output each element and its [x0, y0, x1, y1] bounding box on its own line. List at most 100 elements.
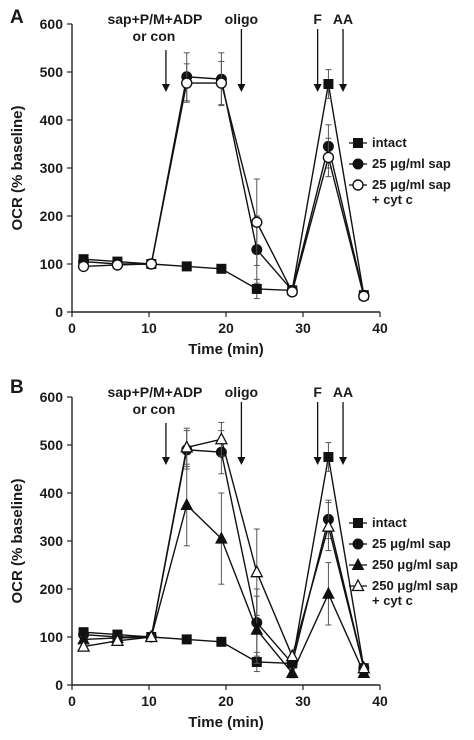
series-2 — [77, 60, 370, 302]
data-point — [181, 77, 193, 89]
data-point — [250, 564, 264, 578]
data-point — [181, 634, 192, 645]
legend-label: 25 μg/ml sap — [372, 177, 451, 192]
data-point — [321, 519, 335, 532]
annotation-arrow-head — [339, 457, 348, 465]
data-point — [323, 452, 334, 462]
annotation-label: or con — [133, 401, 176, 417]
legend-label: + cyt c — [372, 593, 413, 608]
y-tick-label: 200 — [40, 581, 64, 597]
annotation-arrow-head — [161, 84, 170, 92]
annotation-label: AA — [333, 384, 353, 400]
data-point — [215, 531, 228, 544]
x-tick-label: 0 — [68, 320, 76, 336]
data-point — [286, 286, 298, 298]
data-point — [180, 497, 194, 510]
data-point — [357, 660, 371, 674]
legend-label: intact — [372, 515, 407, 530]
annotation-label: sap+P/M+ADP — [107, 11, 202, 27]
y-tick-label: 400 — [40, 485, 64, 501]
data-point — [251, 216, 263, 228]
x-tick-label: 20 — [218, 320, 234, 336]
chart-panel-a: A 0 100 200 300 400 500 600 0 10 20 30 40 Time (min) O… — [9, 7, 451, 358]
annotation-label: oligo — [225, 11, 258, 27]
data-point — [285, 665, 299, 678]
legend-label: + cyt c — [372, 192, 413, 207]
annotation-label: AA — [333, 11, 353, 27]
y-tick-label: 300 — [40, 533, 64, 549]
y-tick-label: 0 — [55, 677, 63, 693]
x-tick-label: 0 — [68, 693, 76, 709]
annotation-arrow-head — [161, 457, 170, 465]
data-point — [216, 636, 227, 647]
data-point — [250, 622, 264, 635]
annotation-arrow-head — [313, 457, 322, 465]
legend-marker — [353, 138, 363, 148]
legend-marker — [352, 158, 364, 170]
y-tick-label: 100 — [40, 629, 64, 645]
data-point — [215, 77, 228, 89]
y-axis-title: OCR (% baseline) — [9, 105, 26, 230]
data-point — [111, 259, 124, 271]
annotation-arrow-head — [237, 84, 246, 92]
data-point — [180, 439, 194, 453]
y-tick-label: 600 — [40, 389, 64, 405]
data-point — [77, 260, 90, 273]
data-point — [358, 290, 370, 302]
y-tick-label: 500 — [40, 437, 64, 453]
y-tick-label: 0 — [55, 304, 63, 320]
legend-marker — [351, 557, 365, 570]
data-point — [251, 283, 262, 294]
legend-label: 25 μg/ml sap — [372, 536, 451, 551]
data-point — [76, 639, 91, 652]
annotation-label: F — [313, 11, 322, 27]
legend-marker — [352, 538, 364, 550]
y-tick-label: 200 — [40, 208, 64, 224]
data-point — [322, 586, 335, 599]
x-axis-title: Time (min) — [188, 714, 264, 731]
data-point — [214, 431, 228, 445]
data-point — [285, 648, 299, 662]
y-tick-label: 400 — [40, 112, 64, 128]
x-tick-label: 10 — [141, 320, 157, 336]
series-line — [83, 503, 365, 675]
annotation-label: oligo — [225, 384, 258, 400]
x-tick-label: 40 — [372, 320, 388, 336]
chart-panel-b: B 0 100 200 300 400 500 600 0 10 20 30 40 Time (min) O… — [9, 377, 458, 731]
legend-marker — [351, 578, 365, 592]
y-tick-label: 600 — [40, 16, 64, 32]
annotation-label: sap+P/M+ADP — [107, 384, 202, 400]
data-point — [144, 629, 158, 643]
panel-label: B — [10, 377, 24, 398]
panel-label: A — [10, 7, 24, 28]
series-3 — [76, 421, 371, 674]
data-point — [181, 261, 192, 272]
x-tick-label: 40 — [372, 693, 388, 709]
legend-label: 25 μg/ml sap — [372, 156, 451, 171]
annotation-arrow-head — [313, 84, 322, 92]
y-tick-label: 300 — [40, 160, 64, 176]
annotation-label: or con — [133, 28, 176, 44]
legend-label: 250 μg/ml sap — [372, 578, 458, 593]
legend-label: intact — [372, 135, 407, 150]
legend-marker — [353, 518, 363, 528]
x-tick-label: 30 — [295, 320, 311, 336]
x-tick-label: 10 — [141, 693, 157, 709]
legend-label: 250 μg/ml sap — [372, 557, 458, 572]
x-tick-label: 30 — [295, 693, 311, 709]
x-axis-title: Time (min) — [188, 341, 264, 358]
y-axis-title: OCR (% baseline) — [9, 478, 26, 603]
legend-marker — [352, 179, 364, 191]
data-point — [110, 633, 125, 646]
annotation-arrow-head — [339, 84, 348, 92]
y-tick-label: 100 — [40, 256, 64, 272]
x-tick-label: 20 — [218, 693, 234, 709]
data-point — [322, 151, 335, 164]
data-point — [145, 258, 158, 270]
legend: intact 25 μg/ml sap 250 μg/ml sap 250 μg/ml… — [349, 515, 458, 608]
annotation-arrow-head — [237, 457, 246, 465]
annotation-label: F — [313, 384, 322, 400]
y-tick-label: 500 — [40, 64, 64, 80]
